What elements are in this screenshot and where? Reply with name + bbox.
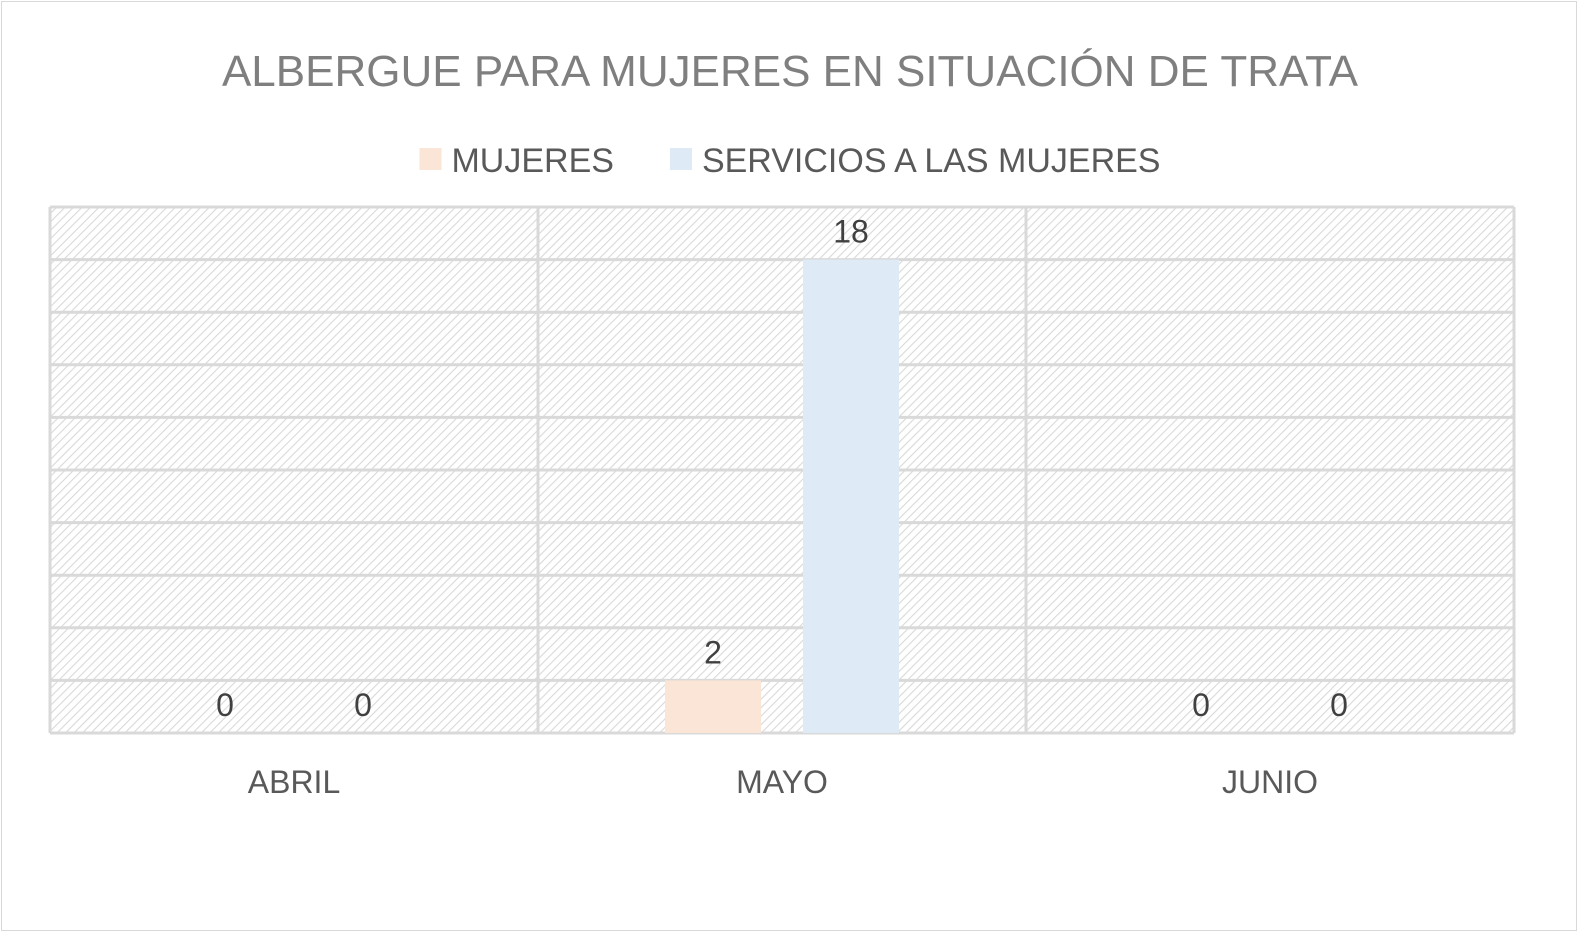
chart-legend: MUJERES SERVICIOS A LAS MUJERES [419,142,1161,180]
legend-label: MUJERES [451,142,613,180]
bar-mujeres-mayo [665,680,761,733]
data-label-mujeres-mayo: 2 [704,634,722,670]
category-label-junio: JUNIO [1222,764,1318,800]
data-labels: 0 0 2 18 0 0 [216,214,1348,723]
category-label-abril: ABRIL [248,764,340,800]
bar-servicios-a-las-mujeres-mayo [803,259,899,733]
legend-swatch [419,148,442,170]
chart-title: ALBERGUE PARA MUJERES EN SITUACIÓN DE TR… [222,47,1359,96]
data-label-mujeres-junio: 0 [1192,687,1210,723]
data-label-servicios-a-las-mujeres-junio: 0 [1330,687,1348,723]
legend-label: SERVICIOS A LAS MUJERES [702,142,1161,180]
data-label-mujeres-abril: 0 [216,687,234,723]
legend-item-mujeres: MUJERES [419,142,614,180]
category-axis: ABRIL MAYO JUNIO [248,764,1318,800]
category-label-mayo: MAYO [736,764,828,800]
data-label-servicios-a-las-mujeres-abril: 0 [354,687,372,723]
legend-swatch [669,148,692,170]
gridlines [48,205,1516,735]
data-label-servicios-a-las-mujeres-mayo: 18 [833,214,869,250]
legend-item-servicios-a-las-mujeres: SERVICIOS A LAS MUJERES [669,142,1161,180]
bar-series [665,259,899,733]
